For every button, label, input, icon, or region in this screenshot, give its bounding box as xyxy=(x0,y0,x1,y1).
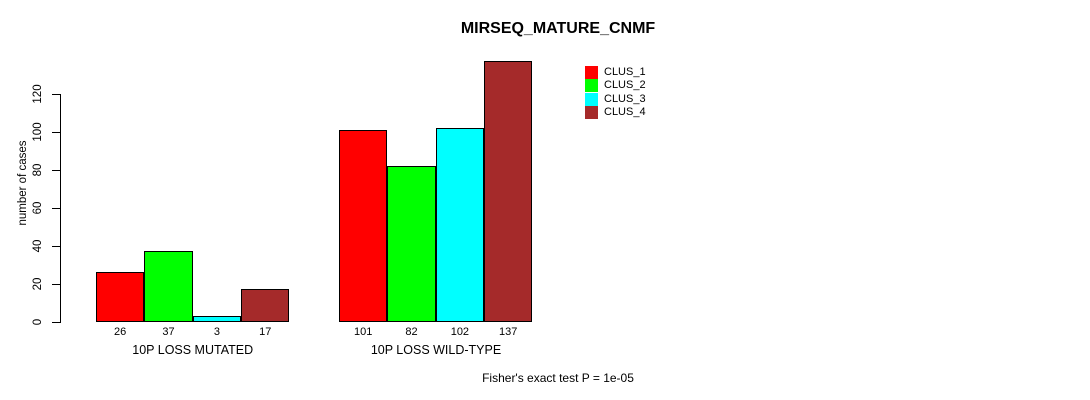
bar-clus_3-group1 xyxy=(192,315,242,323)
y-axis-line xyxy=(59,93,61,323)
y-tick-mark xyxy=(51,207,60,209)
group-label-mutated: 10P LOSS MUTATED xyxy=(132,343,254,357)
y-tick-label: 80 xyxy=(31,163,44,176)
legend-swatch-clus_2 xyxy=(585,79,598,93)
bar-clus_2-group2 xyxy=(387,165,436,323)
legend-swatch-clus_4 xyxy=(585,105,598,119)
chart-title: MIRSEQ_MATURE_CNMF xyxy=(460,20,656,37)
legend-label: CLUS_4 xyxy=(604,105,646,118)
y-tick-label: 120 xyxy=(31,83,44,104)
bar-count: 102 xyxy=(450,326,470,338)
bar-count: 17 xyxy=(259,326,272,338)
legend-label: CLUS_3 xyxy=(604,92,646,105)
y-tick-label: 0 xyxy=(31,318,44,325)
legend-swatch-clus_3 xyxy=(585,92,598,106)
bar-clus_2-group1 xyxy=(144,251,193,323)
y-tick-label: 40 xyxy=(31,239,44,252)
bar-count: 137 xyxy=(499,326,518,338)
legend-swatch-clus_1 xyxy=(585,66,598,79)
bar-clus_3-group2 xyxy=(435,127,485,323)
bar-clus_4-group2 xyxy=(484,61,533,323)
bar-count: 26 xyxy=(114,326,127,338)
y-tick-label: 20 xyxy=(31,277,44,290)
group-label-wild-type: 10P LOSS WILD-TYPE xyxy=(370,343,502,357)
legend-label: CLUS_2 xyxy=(604,79,646,92)
legend-label: CLUS_1 xyxy=(604,66,646,78)
bar-clus_4-group1 xyxy=(241,289,290,323)
y-tick-label: 60 xyxy=(31,201,44,214)
y-tick-mark xyxy=(51,131,60,133)
bar-clus_1-group2 xyxy=(339,129,388,323)
fisher-test-annotation: Fisher's exact test P = 1e-05 xyxy=(482,371,634,385)
y-tick-mark xyxy=(51,283,60,285)
bar-count: 101 xyxy=(353,326,373,338)
y-tick-mark xyxy=(51,93,60,95)
y-tick-label: 100 xyxy=(31,121,44,142)
y-tick-mark xyxy=(51,245,60,247)
bar-clus_1-group1 xyxy=(96,272,145,323)
bar-count: 37 xyxy=(162,326,175,338)
bar-count: 3 xyxy=(213,326,220,338)
bar-count: 82 xyxy=(405,326,418,338)
y-tick-mark xyxy=(51,169,60,171)
y-tick-mark xyxy=(51,321,60,323)
y-axis-label: number of cases xyxy=(17,140,29,226)
